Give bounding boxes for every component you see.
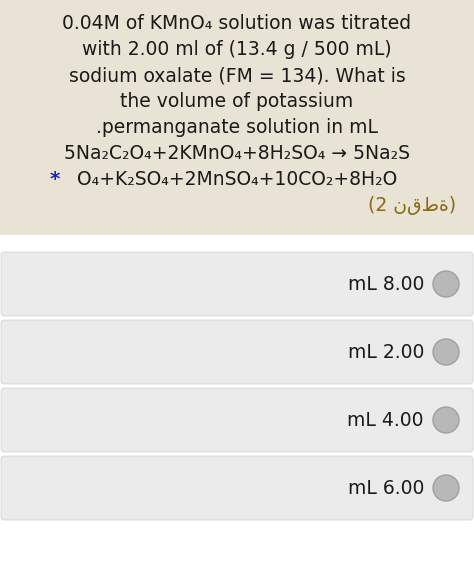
- FancyBboxPatch shape: [0, 0, 474, 235]
- Text: mL 2.00: mL 2.00: [347, 343, 424, 361]
- Text: with 2.00 ml of (13.4 g / 500 mL): with 2.00 ml of (13.4 g / 500 mL): [82, 40, 392, 59]
- Circle shape: [433, 475, 459, 501]
- Circle shape: [433, 339, 459, 365]
- Text: mL 4.00: mL 4.00: [347, 411, 424, 429]
- FancyBboxPatch shape: [1, 252, 473, 316]
- FancyBboxPatch shape: [1, 456, 473, 520]
- Text: sodium oxalate (FM = 134). What is: sodium oxalate (FM = 134). What is: [69, 66, 405, 85]
- Text: (2 نقطة): (2 نقطة): [368, 196, 456, 215]
- Text: 0.04M of KMnO₄ solution was titrated: 0.04M of KMnO₄ solution was titrated: [63, 14, 411, 33]
- Text: the volume of potassium: the volume of potassium: [120, 92, 354, 111]
- Text: mL 8.00: mL 8.00: [347, 274, 424, 294]
- Text: mL 6.00: mL 6.00: [347, 478, 424, 498]
- Circle shape: [433, 407, 459, 433]
- Circle shape: [433, 271, 459, 297]
- Text: *: *: [50, 170, 60, 189]
- Text: 5Na₂C₂O₄+2KMnO₄+8H₂SO₄ → 5Na₂S: 5Na₂C₂O₄+2KMnO₄+8H₂SO₄ → 5Na₂S: [64, 144, 410, 163]
- Text: O₄+K₂SO₄+2MnSO₄+10CO₂+8H₂O: O₄+K₂SO₄+2MnSO₄+10CO₂+8H₂O: [77, 170, 397, 189]
- FancyBboxPatch shape: [1, 320, 473, 384]
- Text: .permanganate solution in mL: .permanganate solution in mL: [96, 118, 378, 137]
- FancyBboxPatch shape: [1, 388, 473, 452]
